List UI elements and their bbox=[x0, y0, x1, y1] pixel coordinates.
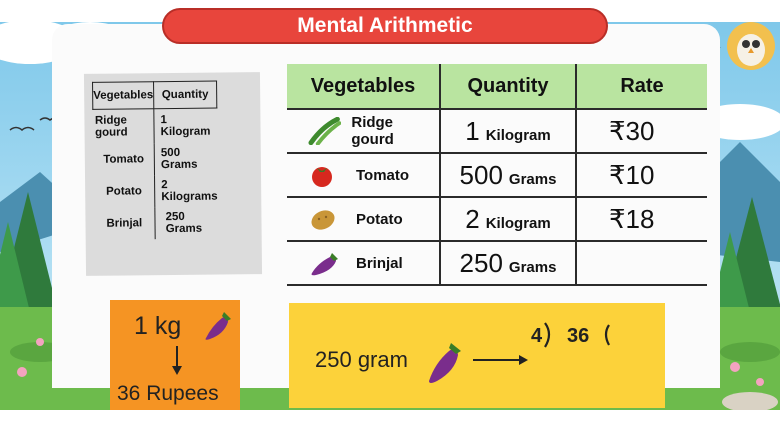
page-title: Mental Arithmetic bbox=[297, 14, 473, 37]
owl-mascot-icon bbox=[727, 22, 775, 70]
cell-vegetable: Ridge gourd bbox=[287, 109, 441, 154]
paper-header-vegetables: Vegetables bbox=[92, 81, 154, 110]
table-row: Brinjal 250 Grams bbox=[287, 241, 707, 286]
paper-cell-quantity: 2 Kilograms bbox=[161, 178, 218, 203]
table-row: Tomato 500 Grams ₹10 bbox=[287, 153, 707, 198]
paper-table: Vegetables Quantity Ridge gourd 1 Kilogr… bbox=[92, 81, 218, 240]
price-per-kg-box: 1 kg 36 Rupees bbox=[110, 300, 240, 410]
paper-cell-quantity: 250 Grams bbox=[165, 210, 203, 235]
table-row: Potato 2 Kilograms bbox=[93, 174, 218, 208]
potato-icon bbox=[311, 210, 335, 230]
quantity-unit: Kilogram bbox=[485, 126, 551, 144]
table-header-row: Vegetables Quantity Rate bbox=[287, 64, 707, 110]
vegetable-name: Tomato bbox=[356, 166, 410, 184]
cell-rate bbox=[576, 241, 707, 286]
dividend: 36 bbox=[567, 325, 590, 347]
paper-cell-quantity: 1 Kilogram bbox=[160, 113, 211, 138]
header-vegetables: Vegetables bbox=[287, 64, 441, 110]
ridge-gourd-icon bbox=[308, 117, 342, 145]
quantity-number: 2 bbox=[465, 203, 480, 234]
paper-cell-quantity: 500 Grams bbox=[160, 146, 198, 171]
table-row: Ridge gourd 1 Kilogram ₹30 bbox=[287, 109, 707, 154]
thirty-six-rupees-label: 36 Rupees bbox=[117, 382, 219, 405]
brinjal-icon bbox=[205, 312, 231, 340]
quantity-number: 500 bbox=[459, 159, 503, 190]
cell-vegetable: Tomato bbox=[287, 153, 441, 198]
quantity-number: 250 bbox=[459, 247, 503, 278]
header-quantity: Quantity bbox=[439, 64, 577, 110]
paper-note: Vegetables Quantity Ridge gourd 1 Kilogr… bbox=[83, 72, 263, 276]
paper-cell-vegetable: Ridge gourd bbox=[92, 108, 155, 144]
right-arrow-icon bbox=[473, 355, 528, 365]
vegetable-rate-table: Vegetables Quantity Rate Ridge gourd 1 K… bbox=[287, 64, 707, 286]
quantity-unit: Grams bbox=[508, 258, 557, 276]
table-row: Potato 2 Kilogram ₹18 bbox=[287, 197, 707, 242]
divisor: 4 bbox=[531, 325, 543, 347]
brinjal-icon bbox=[311, 253, 338, 276]
cell-vegetable: Potato bbox=[287, 197, 441, 242]
division-bracket bbox=[544, 322, 610, 348]
cell-quantity: 250 Grams bbox=[440, 241, 577, 286]
paper-table-header: Vegetables Quantity bbox=[92, 81, 217, 110]
one-kg-label: 1 kg bbox=[134, 312, 182, 340]
quantity-unit: Grams bbox=[508, 170, 557, 188]
vegetable-name: Ridge gourd bbox=[351, 114, 394, 148]
cell-quantity: 500 Grams bbox=[440, 153, 577, 198]
two-fifty-gram-label: 250 gram bbox=[315, 347, 408, 372]
paper-cell-vegetable: Potato bbox=[93, 174, 155, 208]
cell-rate: ₹10 bbox=[576, 153, 707, 198]
brinjal-icon bbox=[429, 343, 461, 383]
down-arrow-icon bbox=[172, 346, 182, 375]
paper-cell-vegetable: Tomato bbox=[93, 142, 155, 176]
quantity-number: 1 bbox=[465, 115, 480, 146]
paper-header-quantity: Quantity bbox=[153, 81, 217, 109]
cell-rate: ₹30 bbox=[576, 109, 707, 154]
paper-cell-vegetable: Brinjal bbox=[93, 206, 156, 240]
cell-rate: ₹18 bbox=[576, 197, 707, 242]
cell-vegetable: Brinjal bbox=[287, 241, 441, 286]
quantity-unit: Kilogram bbox=[485, 214, 551, 232]
title-banner: Mental Arithmetic bbox=[162, 8, 608, 44]
tomato-icon bbox=[312, 167, 332, 187]
vegetable-name: Brinjal bbox=[356, 254, 403, 272]
calculation-box: 250 gram 4 36 bbox=[289, 303, 665, 408]
cell-quantity: 1 Kilogram bbox=[440, 109, 577, 154]
cell-quantity: 2 Kilogram bbox=[440, 197, 577, 242]
table-row: Ridge gourd 1 Kilogram bbox=[92, 108, 217, 144]
table-row: Brinjal 250 Grams bbox=[93, 206, 218, 240]
vegetable-name: Potato bbox=[356, 210, 403, 228]
header-rate: Rate bbox=[575, 64, 707, 110]
table-row: Tomato 500 Grams bbox=[93, 142, 217, 176]
